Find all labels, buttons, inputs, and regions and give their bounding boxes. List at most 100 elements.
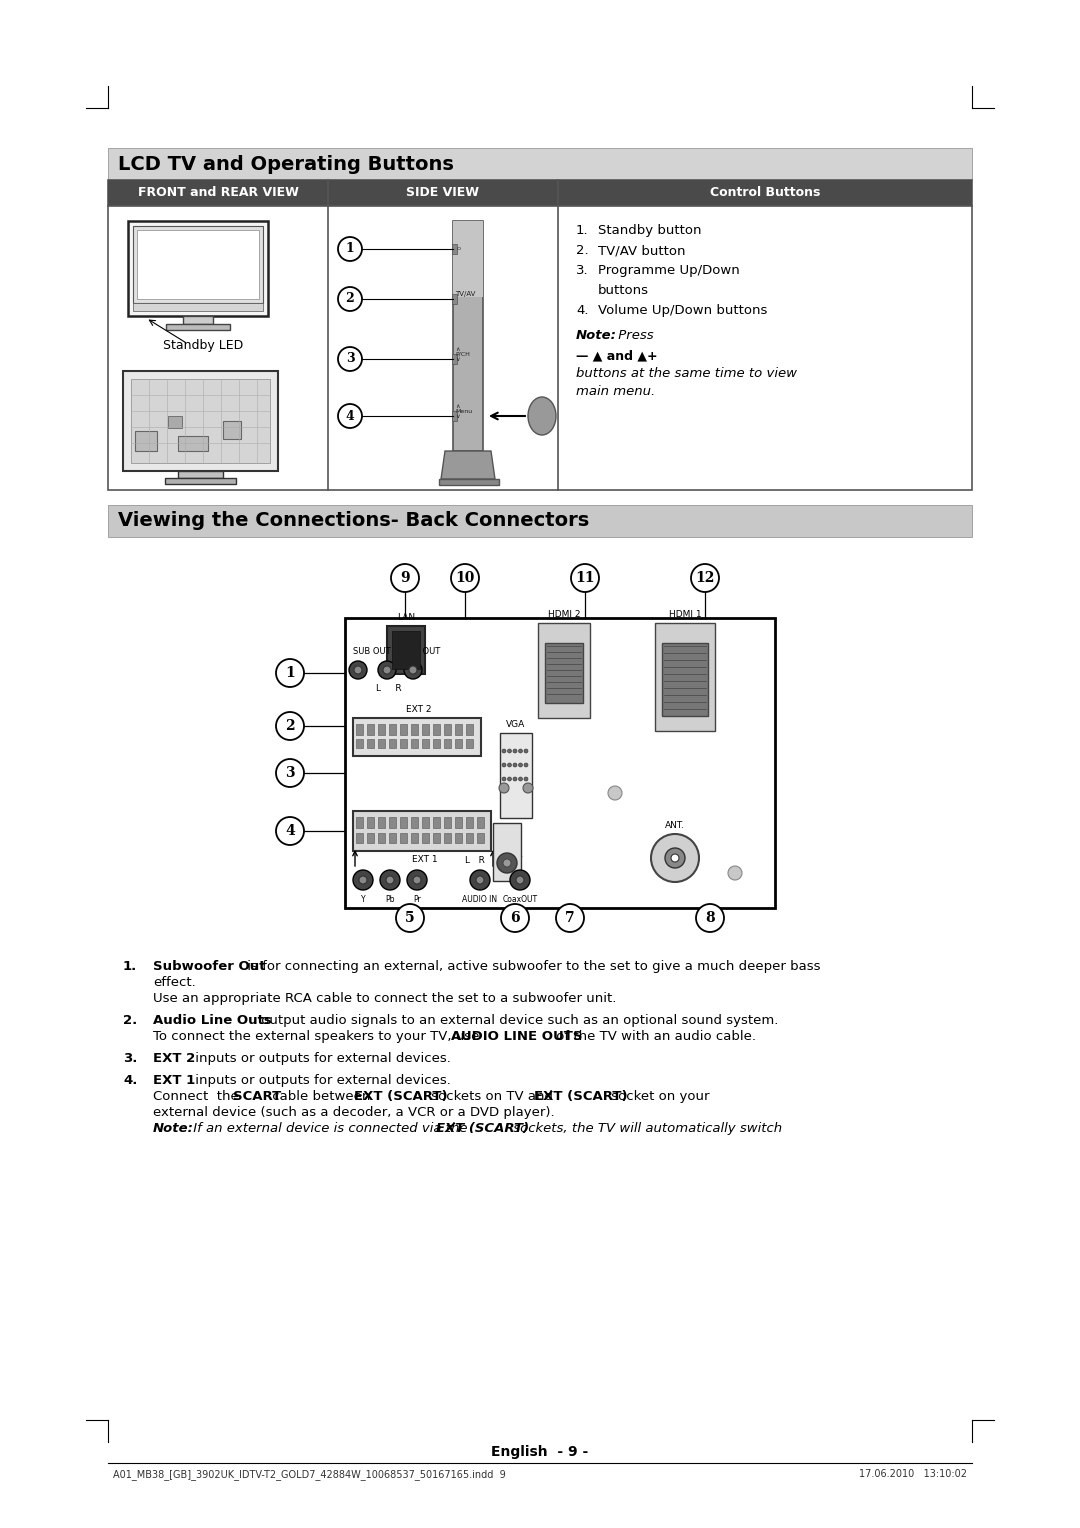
Text: 3: 3 [285, 766, 295, 779]
Text: L     R: L R [376, 685, 402, 694]
Text: sockets on TV and: sockets on TV and [427, 1089, 557, 1103]
Circle shape [383, 666, 391, 674]
Bar [137, 231, 259, 299]
Bar [400, 817, 407, 828]
Text: AUDIO LINE OUTS: AUDIO LINE OUTS [451, 1030, 582, 1044]
Bar [662, 643, 708, 717]
Text: EXT (SCART): EXT (SCART) [436, 1122, 529, 1135]
Text: buttons at the same time to view: buttons at the same time to view [576, 367, 797, 380]
Circle shape [499, 782, 509, 793]
Bar [183, 316, 213, 324]
Bar [178, 471, 222, 478]
Text: A01_MB38_[GB]_3902UK_IDTV-T2_GOLD7_42884W_10068537_50167165.indd  9: A01_MB38_[GB]_3902UK_IDTV-T2_GOLD7_42884… [113, 1468, 505, 1481]
Text: Standby LED: Standby LED [163, 339, 243, 353]
Circle shape [407, 869, 427, 889]
Circle shape [671, 854, 679, 862]
Text: 2: 2 [346, 292, 354, 306]
Text: EXT 2: EXT 2 [406, 704, 432, 714]
Bar [477, 833, 484, 843]
Text: L   R: L R [465, 856, 485, 865]
Bar [465, 740, 473, 749]
Text: Viewing the Connections- Back Connectors: Viewing the Connections- Back Connectors [118, 512, 590, 530]
Circle shape [353, 869, 373, 889]
Text: Subwoofer Out: Subwoofer Out [153, 960, 266, 973]
Text: Pr: Pr [414, 895, 421, 905]
Bar [411, 724, 418, 735]
Ellipse shape [528, 397, 556, 435]
Text: 4: 4 [346, 410, 354, 423]
Bar [545, 643, 583, 703]
Bar [133, 303, 264, 312]
Circle shape [359, 876, 367, 885]
Circle shape [354, 666, 362, 674]
Text: Pb: Pb [386, 895, 395, 905]
Bar [131, 379, 270, 463]
Text: of the TV with an audio cable.: of the TV with an audio cable. [552, 1030, 756, 1044]
Bar [444, 724, 451, 735]
Circle shape [524, 762, 528, 767]
Text: LCD TV and Operating Buttons: LCD TV and Operating Buttons [118, 154, 454, 174]
Text: Y: Y [361, 895, 365, 905]
Polygon shape [441, 451, 495, 478]
Bar [108, 148, 972, 180]
Bar [353, 718, 481, 756]
Text: Control Buttons: Control Buttons [710, 186, 820, 200]
Bar [353, 811, 491, 851]
Circle shape [338, 237, 362, 261]
Text: 8: 8 [705, 911, 715, 924]
Text: 1: 1 [346, 243, 354, 255]
Text: effect.: effect. [153, 976, 195, 989]
Bar [389, 740, 396, 749]
Bar [400, 724, 407, 735]
Bar [500, 733, 532, 817]
Bar [168, 416, 183, 428]
Circle shape [608, 785, 622, 801]
Circle shape [571, 564, 599, 591]
Text: 4: 4 [285, 824, 295, 837]
Text: 3.: 3. [576, 264, 589, 277]
Circle shape [513, 749, 517, 753]
Text: ∧
P/CH
∨: ∧ P/CH ∨ [455, 347, 470, 362]
Bar [444, 817, 451, 828]
Bar [444, 833, 451, 843]
Bar [433, 740, 440, 749]
Text: 2: 2 [285, 720, 295, 733]
Bar [356, 724, 363, 735]
Circle shape [518, 749, 523, 753]
Bar [538, 623, 590, 718]
Circle shape [501, 905, 529, 932]
Bar [453, 354, 457, 364]
Text: 2.: 2. [123, 1015, 137, 1027]
Bar [455, 740, 462, 749]
Circle shape [502, 778, 507, 781]
Bar [378, 817, 384, 828]
Circle shape [502, 762, 507, 767]
Circle shape [276, 712, 303, 740]
Text: is for connecting an external, active subwoofer to the set to give a much deeper: is for connecting an external, active su… [243, 960, 821, 973]
Bar [433, 817, 440, 828]
Circle shape [503, 859, 511, 866]
Circle shape [276, 759, 303, 787]
Circle shape [508, 762, 512, 767]
Text: SPDIF: SPDIF [497, 856, 523, 865]
Text: HDMI 1: HDMI 1 [669, 610, 701, 619]
Text: FRONT and REAR VIEW: FRONT and REAR VIEW [137, 186, 298, 200]
Bar [108, 504, 972, 536]
Text: ANT.: ANT. [665, 821, 685, 830]
Circle shape [508, 778, 512, 781]
Text: SIDE VIEW: SIDE VIEW [406, 186, 480, 200]
Circle shape [497, 853, 517, 872]
Bar [438, 478, 499, 484]
Bar [108, 180, 972, 490]
Circle shape [349, 662, 367, 678]
Text: Programme Up/Down: Programme Up/Down [598, 264, 740, 277]
Bar [411, 817, 418, 828]
Text: TV/AV: TV/AV [455, 290, 475, 296]
Bar [389, 724, 396, 735]
Circle shape [691, 564, 719, 591]
Text: 4.: 4. [576, 304, 589, 316]
Bar [222, 422, 241, 439]
Bar [133, 226, 264, 303]
Text: 10: 10 [456, 571, 475, 585]
Circle shape [524, 778, 528, 781]
